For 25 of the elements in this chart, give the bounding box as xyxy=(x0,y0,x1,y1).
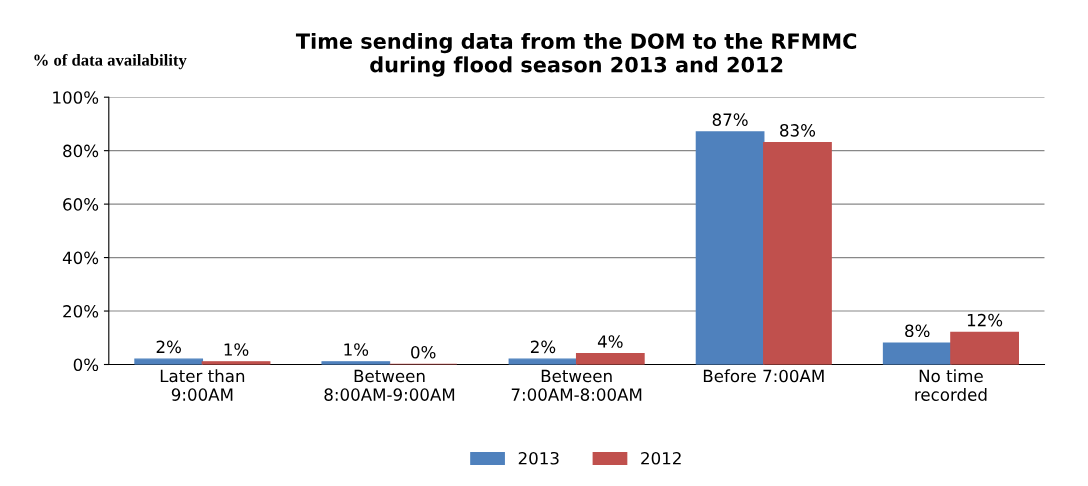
y-tick-label: 40% xyxy=(62,251,99,265)
data-label: 2% xyxy=(156,340,181,354)
data-label: 8% xyxy=(905,324,930,338)
x-tick-label: Before 7:00AM xyxy=(703,369,824,383)
legend-label: 2012 xyxy=(641,451,681,465)
y-axis-title: % of data availability xyxy=(34,53,187,70)
data-label: 83% xyxy=(780,124,816,137)
data-label: 12% xyxy=(967,313,1003,327)
x-tick-label: Later than 9:00AM xyxy=(160,369,245,401)
x-tick-label: Between 7:00AM-8:00AM xyxy=(511,369,642,401)
data-label: 4% xyxy=(597,335,623,348)
y-tick-label: 0% xyxy=(73,358,99,372)
chart-title: Time sending data from the DOM to the RFMMC during flood season 2013 and 2012 xyxy=(295,32,857,77)
data-label: 2% xyxy=(530,340,556,354)
y-tick-label: 100% xyxy=(53,91,99,104)
x-tick-label: Between 8:00AM-9:00AM xyxy=(324,369,455,401)
data-label: 1% xyxy=(224,343,249,356)
data-label: 1% xyxy=(344,343,369,356)
y-tick-label: 60% xyxy=(63,198,99,211)
data-label: 0% xyxy=(411,345,436,359)
legend-label: 2013 xyxy=(518,451,559,465)
x-tick-label: No time recorded xyxy=(915,369,987,401)
y-tick-label: 20% xyxy=(63,305,99,318)
y-tick-label: 80% xyxy=(63,144,99,158)
data-label: 87% xyxy=(712,113,748,126)
